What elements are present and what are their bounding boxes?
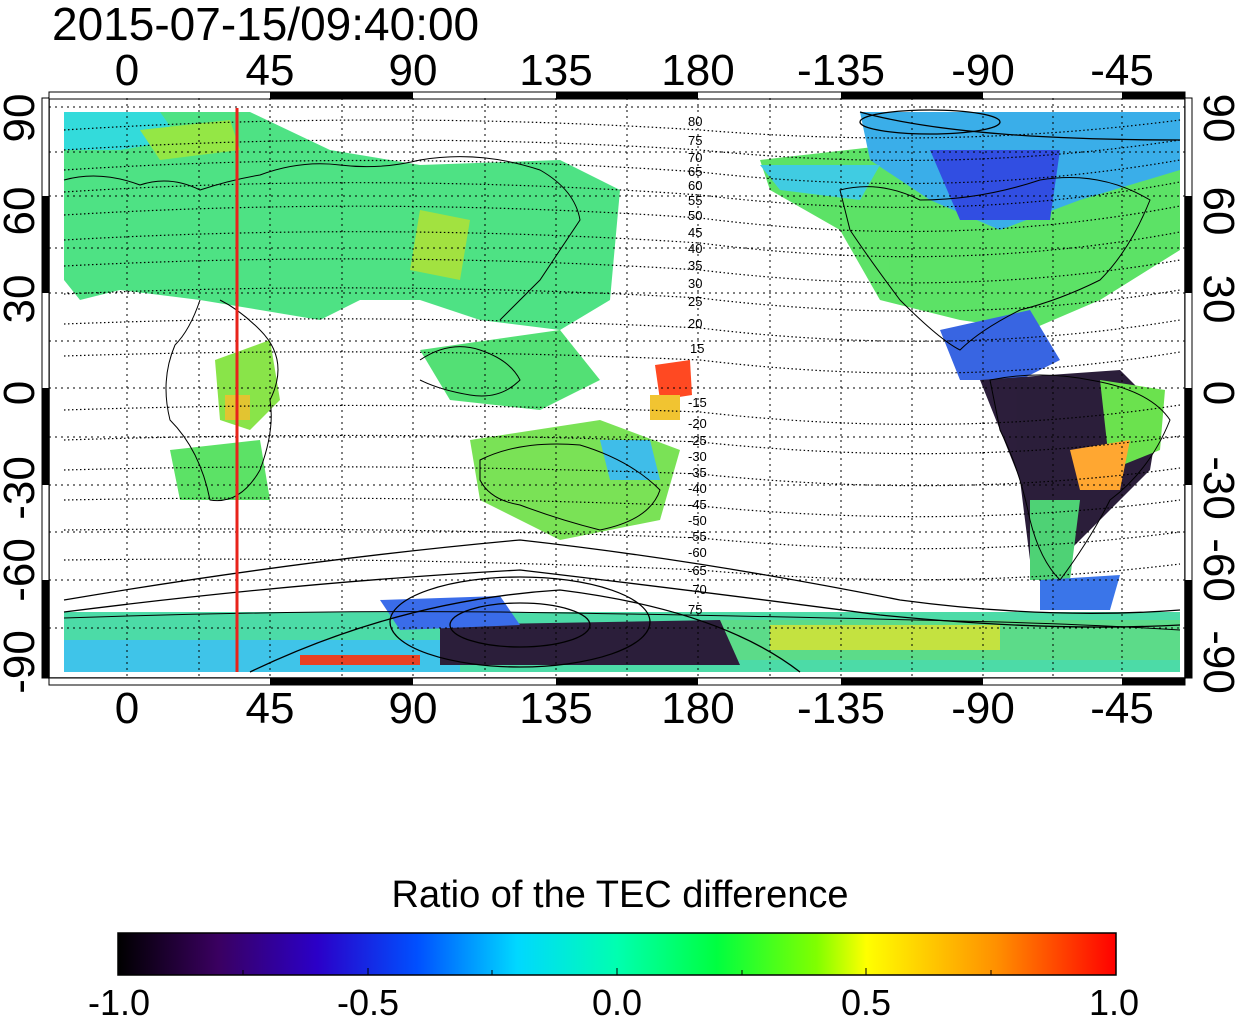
mlat-label: 45 xyxy=(688,225,702,240)
colorbar-tick: 1.0 xyxy=(1088,982,1140,1023)
mlat-label: -70 xyxy=(688,582,707,597)
coastlines xyxy=(63,156,1181,631)
mlat-label: 75 xyxy=(688,602,702,617)
tec-ratio-map: 80 75 70 65 60 55 50 45 40 35 30 25 20 1… xyxy=(41,91,1193,686)
mlat-label: 25 xyxy=(688,294,702,309)
mlat-label: -65 xyxy=(688,563,707,578)
mlat-label: -15 xyxy=(688,395,707,410)
mlat-label: -50 xyxy=(688,513,707,528)
mlat-label: -40 xyxy=(688,481,707,496)
mlat-label: 50 xyxy=(688,208,702,223)
mlat-label: 15 xyxy=(690,341,704,356)
tec-data-coverage xyxy=(64,112,1180,672)
bottom-lon-tick: 135 xyxy=(519,684,593,733)
top-lon-tick: -45 xyxy=(1090,46,1154,95)
mlat-labels: 80 75 70 65 60 55 50 45 40 35 30 25 20 1… xyxy=(688,114,707,617)
mlat-label: -55 xyxy=(688,529,707,544)
top-lon-tick: 180 xyxy=(661,46,735,95)
mlat-label: 40 xyxy=(688,241,702,256)
top-lon-tick: -135 xyxy=(796,46,886,95)
colorbar-title: Ratio of the TEC difference xyxy=(391,874,849,916)
colorbar-tick: -1.0 xyxy=(87,982,151,1023)
top-lon-tick: 90 xyxy=(388,46,438,95)
bottom-lon-tick: -135 xyxy=(796,684,886,733)
mlat-label: -35 xyxy=(688,465,707,480)
top-lon-tick: 135 xyxy=(519,46,593,95)
mlat-label: 65 xyxy=(688,164,702,179)
mlat-label: 30 xyxy=(688,276,702,291)
mlat-label: -25 xyxy=(688,433,707,448)
bottom-lon-tick: 45 xyxy=(245,684,295,733)
mlat-label: -45 xyxy=(688,497,707,512)
mlat-label: 60 xyxy=(688,178,702,193)
bottom-lon-tick: 0 xyxy=(114,684,140,733)
colorbar-tick: 0.0 xyxy=(591,982,643,1023)
map-grid xyxy=(49,98,1185,678)
colorbar-tick: -0.5 xyxy=(336,982,400,1023)
top-lon-tick: -90 xyxy=(951,46,1015,95)
mlat-label: -30 xyxy=(688,449,707,464)
mlat-label: 75 xyxy=(688,133,702,148)
bottom-lon-tick: -45 xyxy=(1090,684,1154,733)
solid-contours xyxy=(63,109,1181,673)
colorbar-minor-ticks xyxy=(242,968,992,975)
top-lon-tick: 0 xyxy=(114,46,140,95)
bottom-lon-tick: 90 xyxy=(388,684,438,733)
mlat-label: 35 xyxy=(688,258,702,273)
top-lon-tick: 45 xyxy=(245,46,295,95)
mlat-label: 70 xyxy=(688,150,702,165)
bottom-lon-tick: -90 xyxy=(951,684,1015,733)
mlat-label: -20 xyxy=(688,416,707,431)
mlat-label: 55 xyxy=(688,193,702,208)
timestamp-title: 2015-07-15/09:40:00 xyxy=(52,0,480,50)
mlat-label: 20 xyxy=(688,316,702,331)
bottom-lon-tick: 180 xyxy=(661,684,735,733)
colorbar xyxy=(117,932,1117,976)
colorbar-tick: 0.5 xyxy=(840,982,892,1023)
mlat-label: 80 xyxy=(688,114,702,129)
mlat-label: -60 xyxy=(688,545,707,560)
